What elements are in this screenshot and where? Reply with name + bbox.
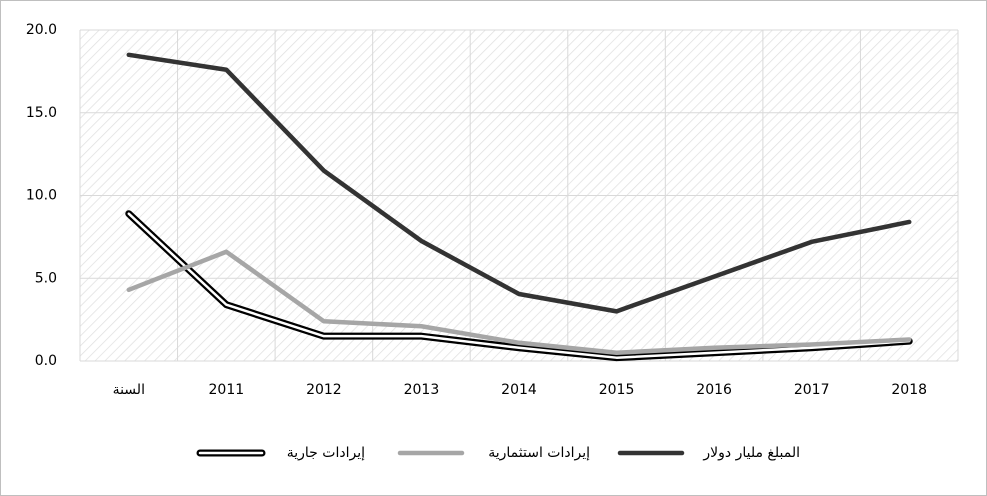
- series-line: [126, 52, 912, 314]
- x-tick-label: السنة: [113, 382, 145, 398]
- x-tick-label: 2012: [306, 382, 342, 398]
- x-tick-label: 2013: [404, 382, 440, 398]
- legend-label: المبلغ مليار دولار: [702, 445, 800, 461]
- y-tick-label: 20.0: [26, 22, 57, 38]
- y-tick-label: 15.0: [26, 105, 57, 121]
- series-line-inner: [127, 212, 911, 359]
- x-tick-label: 2018: [891, 382, 927, 398]
- x-tick-label: 2016: [696, 382, 732, 398]
- legend-label: إيرادات جارية: [287, 445, 365, 461]
- x-tick-label: 2015: [599, 382, 635, 398]
- x-tick-label: 2011: [209, 382, 245, 398]
- x-tick-label: 2017: [794, 382, 830, 398]
- x-tick-label: 2014: [501, 382, 537, 398]
- series-line: [126, 249, 912, 355]
- y-tick-label: 5.0: [35, 270, 57, 286]
- legend-label: إيرادات استثمارية: [488, 445, 590, 461]
- y-tick-label: 0.0: [35, 353, 57, 369]
- y-tick-label: 10.0: [26, 188, 57, 204]
